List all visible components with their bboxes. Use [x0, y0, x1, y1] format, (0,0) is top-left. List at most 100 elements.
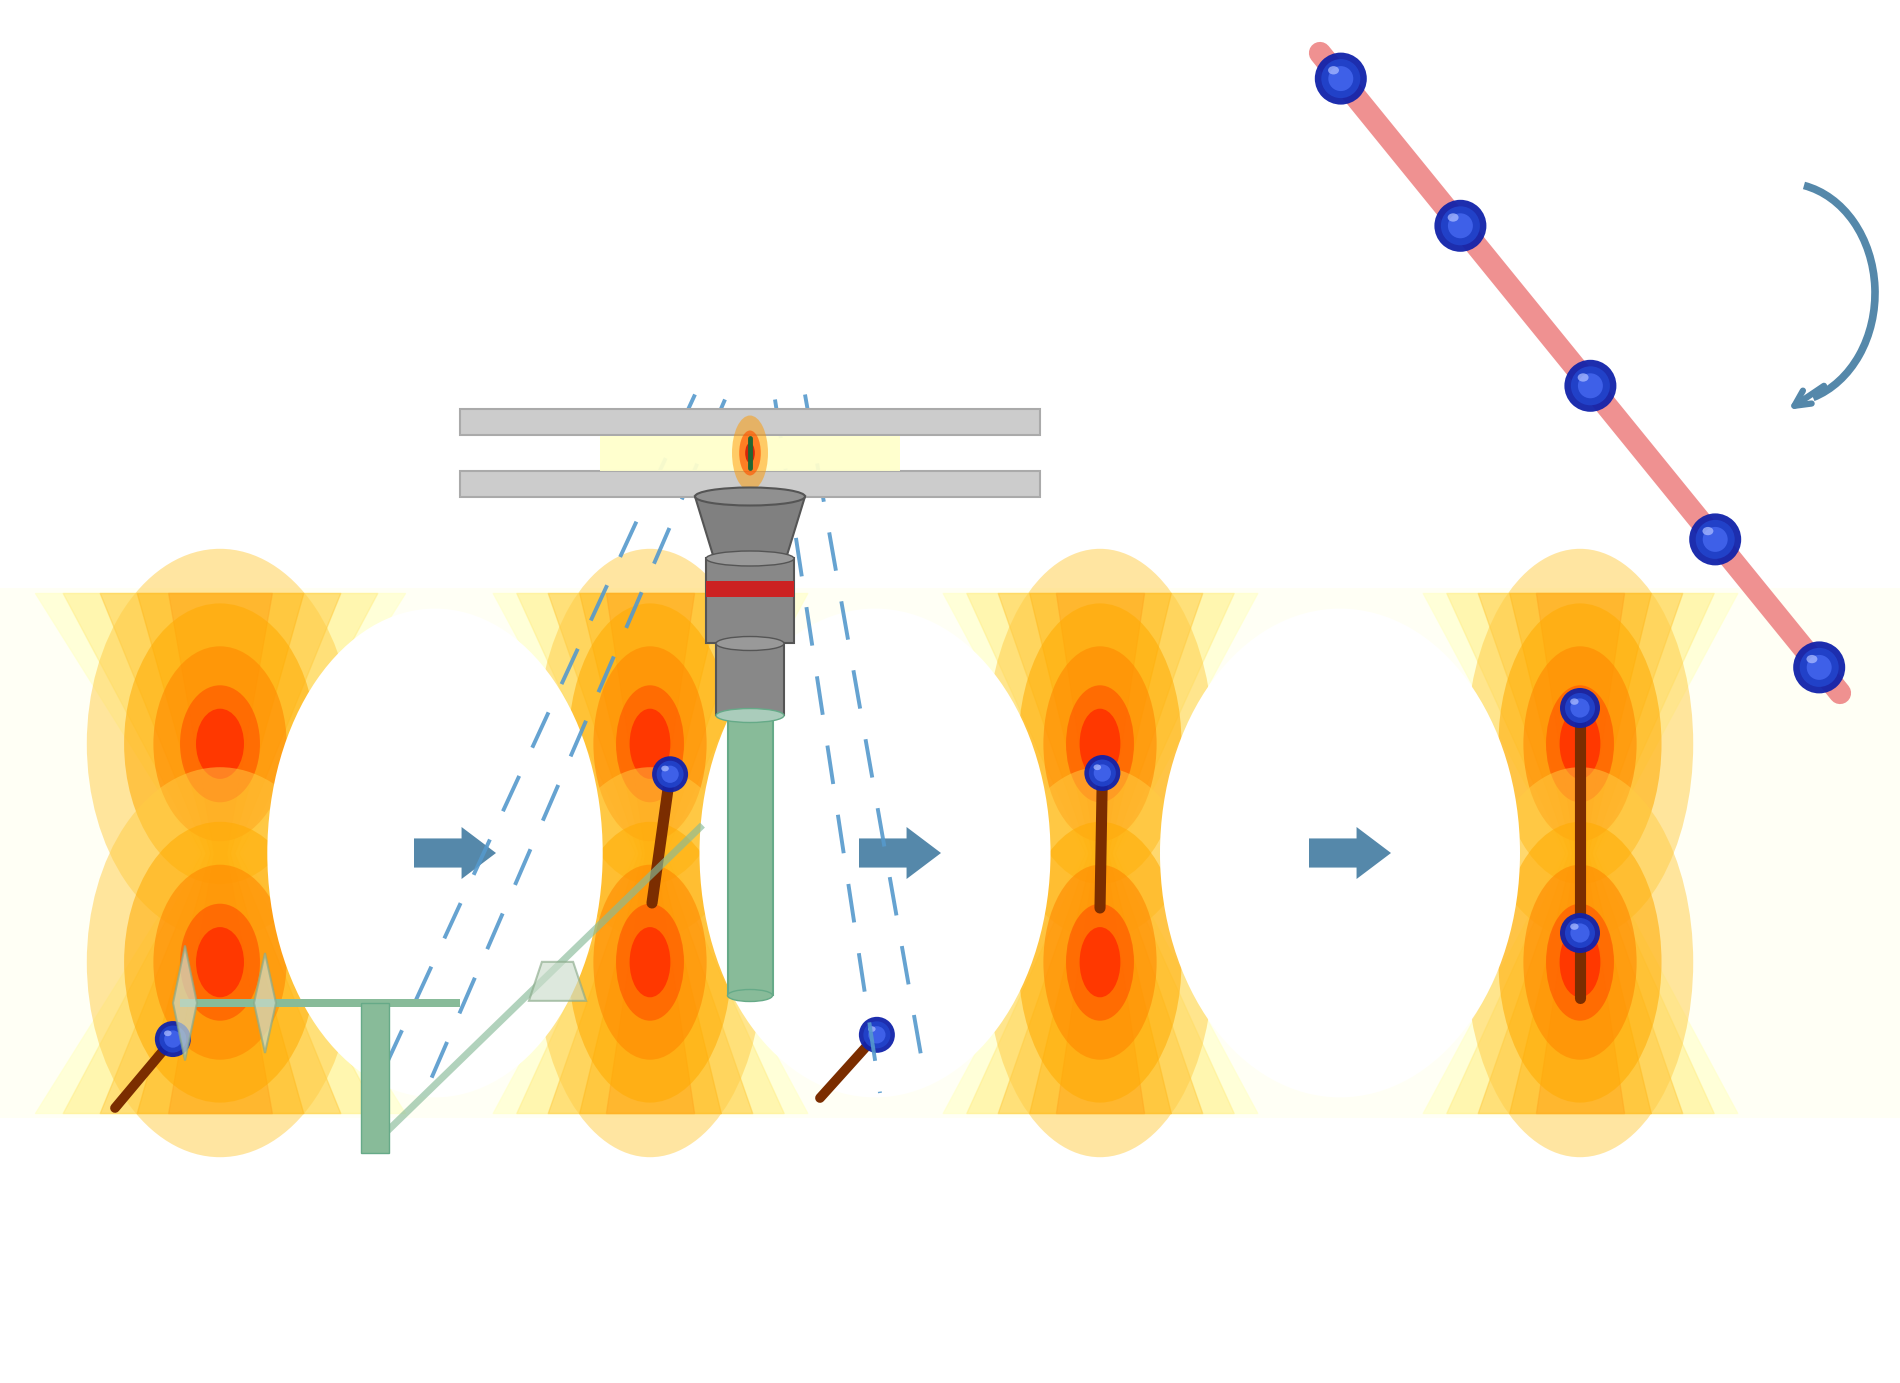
Ellipse shape	[1571, 366, 1609, 405]
Ellipse shape	[1328, 66, 1353, 91]
Ellipse shape	[1702, 527, 1714, 535]
Ellipse shape	[1094, 765, 1102, 770]
Ellipse shape	[568, 822, 732, 1102]
Bar	[0, 588, 1900, 1117]
Ellipse shape	[739, 430, 760, 476]
Ellipse shape	[986, 768, 1214, 1158]
Ellipse shape	[1499, 603, 1661, 884]
Ellipse shape	[716, 708, 785, 722]
Bar	[460, 470, 1039, 496]
Polygon shape	[255, 953, 276, 1052]
Ellipse shape	[616, 686, 684, 802]
Ellipse shape	[1161, 609, 1520, 1097]
Ellipse shape	[268, 609, 602, 1097]
Ellipse shape	[1807, 656, 1832, 680]
Ellipse shape	[87, 768, 353, 1158]
Ellipse shape	[1547, 903, 1613, 1021]
Ellipse shape	[732, 415, 768, 491]
Ellipse shape	[1085, 755, 1121, 791]
Ellipse shape	[1569, 698, 1579, 705]
Ellipse shape	[1560, 708, 1600, 779]
Ellipse shape	[180, 903, 260, 1021]
Bar	[716, 643, 785, 715]
Ellipse shape	[1794, 642, 1845, 693]
Ellipse shape	[661, 766, 669, 772]
Ellipse shape	[863, 1021, 891, 1048]
Ellipse shape	[1577, 373, 1588, 382]
Ellipse shape	[652, 757, 688, 792]
Ellipse shape	[1018, 822, 1182, 1102]
Ellipse shape	[1320, 59, 1360, 98]
Ellipse shape	[716, 636, 785, 650]
Ellipse shape	[657, 761, 684, 788]
Ellipse shape	[1560, 687, 1600, 727]
Ellipse shape	[1066, 686, 1134, 802]
Ellipse shape	[1702, 527, 1727, 552]
Ellipse shape	[629, 927, 671, 997]
Ellipse shape	[868, 1026, 876, 1032]
Ellipse shape	[1094, 765, 1111, 781]
Ellipse shape	[629, 708, 671, 779]
Ellipse shape	[1440, 206, 1480, 245]
Ellipse shape	[1043, 646, 1157, 841]
Ellipse shape	[1434, 199, 1486, 252]
Ellipse shape	[163, 1030, 171, 1036]
Ellipse shape	[1079, 708, 1121, 779]
Ellipse shape	[707, 550, 794, 566]
Ellipse shape	[1569, 924, 1579, 929]
Ellipse shape	[695, 487, 806, 506]
Ellipse shape	[1089, 759, 1115, 787]
Ellipse shape	[1499, 822, 1661, 1102]
Ellipse shape	[1467, 549, 1693, 939]
Ellipse shape	[745, 443, 754, 463]
Ellipse shape	[859, 1017, 895, 1052]
Ellipse shape	[180, 686, 260, 802]
Ellipse shape	[661, 766, 678, 783]
Ellipse shape	[593, 646, 707, 841]
Ellipse shape	[1043, 864, 1157, 1059]
Bar	[707, 581, 794, 596]
Ellipse shape	[568, 603, 732, 884]
Ellipse shape	[1560, 913, 1600, 953]
Ellipse shape	[1328, 66, 1340, 75]
Ellipse shape	[986, 549, 1214, 939]
Ellipse shape	[616, 903, 684, 1021]
Ellipse shape	[1448, 213, 1472, 238]
Ellipse shape	[538, 768, 764, 1158]
Ellipse shape	[1560, 927, 1600, 997]
Ellipse shape	[1448, 213, 1459, 221]
Ellipse shape	[87, 549, 353, 939]
Ellipse shape	[163, 1030, 182, 1048]
Ellipse shape	[1807, 656, 1818, 664]
Ellipse shape	[196, 708, 243, 779]
Ellipse shape	[538, 549, 764, 939]
FancyArrow shape	[859, 827, 940, 880]
Ellipse shape	[1018, 603, 1182, 884]
Bar	[600, 436, 901, 470]
Ellipse shape	[1066, 903, 1134, 1021]
Ellipse shape	[1524, 646, 1636, 841]
Ellipse shape	[1564, 360, 1617, 412]
Bar	[707, 559, 794, 643]
Ellipse shape	[1689, 513, 1740, 566]
Ellipse shape	[728, 989, 773, 1001]
Ellipse shape	[1571, 698, 1590, 718]
Ellipse shape	[124, 822, 315, 1102]
Bar	[460, 409, 1039, 436]
Polygon shape	[695, 496, 806, 559]
Ellipse shape	[124, 603, 315, 884]
Ellipse shape	[593, 864, 707, 1059]
Ellipse shape	[868, 1026, 885, 1043]
Polygon shape	[528, 961, 585, 1001]
Ellipse shape	[154, 864, 287, 1059]
Ellipse shape	[1566, 693, 1594, 723]
Ellipse shape	[1566, 918, 1594, 947]
Ellipse shape	[160, 1026, 186, 1052]
Ellipse shape	[1079, 927, 1121, 997]
Ellipse shape	[1524, 864, 1636, 1059]
FancyArrow shape	[1309, 827, 1391, 880]
Ellipse shape	[1467, 768, 1693, 1158]
Ellipse shape	[1571, 924, 1590, 943]
Ellipse shape	[154, 646, 287, 841]
Polygon shape	[173, 946, 198, 1061]
